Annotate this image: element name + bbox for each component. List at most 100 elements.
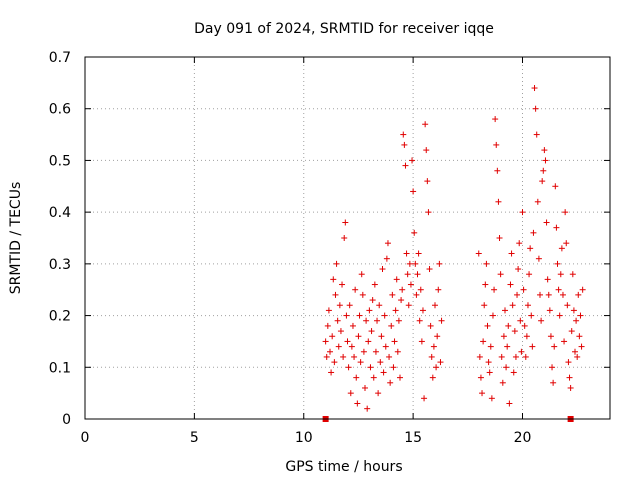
data-point xyxy=(381,312,388,319)
data-point xyxy=(417,286,424,293)
data-point xyxy=(406,260,413,267)
data-point xyxy=(477,374,484,381)
data-point xyxy=(531,85,538,92)
data-point xyxy=(562,209,569,216)
data-point xyxy=(504,343,511,350)
data-point xyxy=(510,369,517,376)
data-point xyxy=(564,302,571,309)
data-point xyxy=(493,141,500,148)
data-point xyxy=(543,219,550,226)
data-point xyxy=(343,312,350,319)
data-point xyxy=(422,121,429,128)
data-point xyxy=(498,353,505,360)
data-point xyxy=(529,343,536,350)
data-point xyxy=(522,353,529,360)
data-point xyxy=(336,302,343,309)
data-point xyxy=(430,343,437,350)
data-point xyxy=(575,291,582,298)
x-tick-label: 15 xyxy=(404,430,422,446)
data-point xyxy=(491,286,498,293)
data-point xyxy=(485,359,492,366)
data-point xyxy=(423,147,430,154)
data-point xyxy=(514,291,521,298)
data-point xyxy=(579,286,586,293)
data-point xyxy=(524,302,531,309)
data-point xyxy=(479,390,486,397)
data-point xyxy=(425,209,432,216)
data-point xyxy=(476,353,483,360)
data-point xyxy=(547,333,554,340)
data-point xyxy=(379,266,386,273)
data-point xyxy=(325,307,332,314)
data-point xyxy=(509,302,516,309)
x-tick-label: 10 xyxy=(295,430,313,446)
data-point xyxy=(323,353,330,360)
data-point xyxy=(492,116,499,123)
data-point xyxy=(550,379,557,386)
data-point xyxy=(424,178,431,185)
data-point xyxy=(332,291,339,298)
data-point xyxy=(487,343,494,350)
data-point xyxy=(437,359,444,366)
data-point xyxy=(489,312,496,319)
data-point xyxy=(415,250,422,257)
data-point xyxy=(559,291,566,298)
data-point xyxy=(576,333,583,340)
data-point xyxy=(561,338,568,345)
data-point xyxy=(556,312,563,319)
data-point xyxy=(330,276,337,283)
data-point xyxy=(552,183,559,190)
data-point xyxy=(371,281,378,288)
data-point xyxy=(577,312,584,319)
data-point xyxy=(557,271,564,278)
data-point xyxy=(558,245,565,252)
data-point xyxy=(329,333,336,340)
data-point xyxy=(340,353,347,360)
data-point xyxy=(528,312,535,319)
data-point xyxy=(494,167,501,174)
data-point xyxy=(427,322,434,329)
data-point xyxy=(429,374,436,381)
data-point xyxy=(392,307,399,314)
data-point xyxy=(500,333,507,340)
data-point xyxy=(413,291,420,298)
y-tick-label: 0.6 xyxy=(49,102,71,118)
data-point xyxy=(516,240,523,247)
data-point xyxy=(393,276,400,283)
data-point xyxy=(370,374,377,381)
data-point xyxy=(335,343,342,350)
data-point xyxy=(394,348,401,355)
data-point xyxy=(355,333,362,340)
data-point xyxy=(484,322,491,329)
data-point xyxy=(438,317,445,324)
grid-lines xyxy=(85,57,610,419)
data-point xyxy=(358,271,365,278)
data-point xyxy=(506,400,513,407)
x-tick-label: 5 xyxy=(190,430,199,446)
plot-area-border xyxy=(84,56,611,420)
data-point xyxy=(328,369,335,376)
data-point xyxy=(503,364,510,371)
data-point xyxy=(569,271,576,278)
data-point xyxy=(540,167,547,174)
data-point xyxy=(359,291,366,298)
data-point xyxy=(526,271,533,278)
data-point xyxy=(534,198,541,205)
data-point xyxy=(512,353,519,360)
data-point xyxy=(568,328,575,335)
data-point xyxy=(418,338,425,345)
data-point xyxy=(483,260,490,267)
y-tick-label: 0.3 xyxy=(49,257,71,273)
data-point xyxy=(518,348,525,355)
data-point xyxy=(482,281,489,288)
data-point xyxy=(475,250,482,257)
data-point xyxy=(573,317,580,324)
data-point xyxy=(363,317,370,324)
data-point xyxy=(342,219,349,226)
data-point xyxy=(416,317,423,324)
data-point xyxy=(507,281,514,288)
data-point xyxy=(414,271,421,278)
y-tick-label: 0.1 xyxy=(49,360,71,376)
data-point xyxy=(345,364,352,371)
data-point xyxy=(376,302,383,309)
